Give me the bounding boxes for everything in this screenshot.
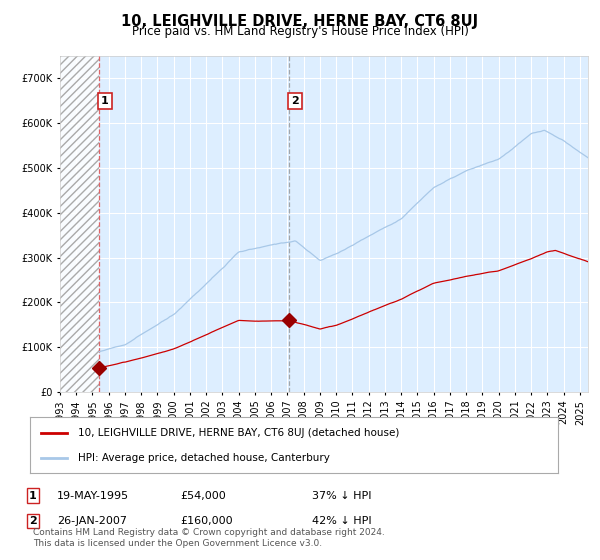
Bar (60, 56, 98, 392)
Text: 10, LEIGHVILLE DRIVE, HERNE BAY, CT6 8UJ: 10, LEIGHVILLE DRIVE, HERNE BAY, CT6 8UJ (121, 14, 479, 29)
Text: 19-MAY-1995: 19-MAY-1995 (57, 491, 129, 501)
Bar (60, 56, 98, 392)
Text: 1: 1 (101, 96, 109, 106)
Text: 2: 2 (29, 516, 37, 526)
Text: 42% ↓ HPI: 42% ↓ HPI (312, 516, 371, 526)
Text: HPI: Average price, detached house, Canterbury: HPI: Average price, detached house, Cant… (77, 452, 329, 463)
Text: £54,000: £54,000 (180, 491, 226, 501)
Text: 2: 2 (291, 96, 299, 106)
Text: 37% ↓ HPI: 37% ↓ HPI (312, 491, 371, 501)
Text: £160,000: £160,000 (180, 516, 233, 526)
Text: Price paid vs. HM Land Registry's House Price Index (HPI): Price paid vs. HM Land Registry's House … (131, 25, 469, 38)
Text: 1: 1 (29, 491, 37, 501)
Text: 10, LEIGHVILLE DRIVE, HERNE BAY, CT6 8UJ (detached house): 10, LEIGHVILLE DRIVE, HERNE BAY, CT6 8UJ… (77, 428, 399, 438)
Text: 26-JAN-2007: 26-JAN-2007 (57, 516, 127, 526)
Text: Contains HM Land Registry data © Crown copyright and database right 2024.
This d: Contains HM Land Registry data © Crown c… (33, 528, 385, 548)
